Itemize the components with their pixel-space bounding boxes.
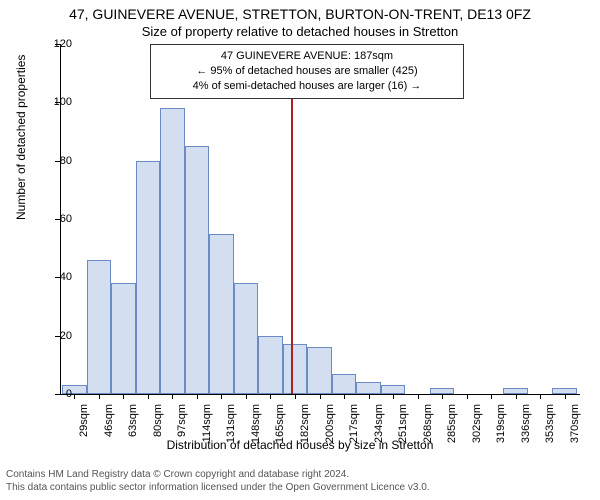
x-tick-label: 46sqm	[103, 404, 115, 437]
x-tick	[565, 394, 566, 399]
histogram-bar	[160, 108, 185, 394]
x-tick-label: 114sqm	[201, 404, 213, 442]
x-tick	[344, 394, 345, 399]
info-box: 47 GUINEVERE AVENUE: 187sqm ← 95% of det…	[150, 44, 464, 99]
histogram-bar	[283, 344, 308, 394]
y-tick-label: 80	[32, 155, 72, 167]
footer-line: This data contains public sector informa…	[6, 481, 594, 494]
histogram-bar	[332, 374, 357, 394]
histogram-bar	[209, 234, 234, 394]
y-tick-label: 40	[32, 271, 72, 283]
info-line: 4% of semi-detached houses are larger (1…	[157, 79, 457, 94]
histogram-bar	[87, 260, 112, 394]
x-tick	[540, 394, 541, 399]
chart-container: 47, GUINEVERE AVENUE, STRETTON, BURTON-O…	[0, 0, 600, 500]
y-tick-label: 100	[32, 96, 72, 108]
histogram-bar	[111, 283, 136, 394]
histogram-bar	[307, 347, 332, 394]
x-tick	[295, 394, 296, 399]
title-subtitle: Size of property relative to detached ho…	[0, 24, 600, 39]
y-tick-label: 60	[32, 213, 72, 225]
x-tick	[221, 394, 222, 399]
y-tick-label: 20	[32, 330, 72, 342]
x-tick	[491, 394, 492, 399]
footer: Contains HM Land Registry data © Crown c…	[6, 468, 594, 494]
x-tick	[246, 394, 247, 399]
footer-line: Contains HM Land Registry data © Crown c…	[6, 468, 594, 481]
x-tick	[74, 394, 75, 399]
x-tick	[467, 394, 468, 399]
x-tick	[123, 394, 124, 399]
info-line: 47 GUINEVERE AVENUE: 187sqm	[157, 49, 457, 64]
x-tick	[270, 394, 271, 399]
y-tick-label: 120	[32, 38, 72, 50]
y-tick-label: 0	[32, 388, 72, 400]
x-tick	[148, 394, 149, 399]
x-tick	[99, 394, 100, 399]
histogram-bar	[381, 385, 406, 394]
x-tick	[369, 394, 370, 399]
x-tick	[442, 394, 443, 399]
x-tick-label: 97sqm	[176, 404, 188, 437]
x-tick-label: 29sqm	[78, 404, 90, 437]
histogram-bar	[258, 336, 283, 394]
y-axis-label: Number of detached properties	[14, 55, 28, 220]
x-tick	[393, 394, 394, 399]
x-tick	[516, 394, 517, 399]
histogram-bar	[356, 382, 381, 394]
x-axis-label: Distribution of detached houses by size …	[0, 438, 600, 452]
x-tick	[418, 394, 419, 399]
info-line: ← 95% of detached houses are smaller (42…	[157, 64, 457, 79]
histogram-bar	[185, 146, 210, 394]
title-address: 47, GUINEVERE AVENUE, STRETTON, BURTON-O…	[0, 6, 600, 22]
histogram-bar	[136, 161, 161, 394]
x-tick-label: 63sqm	[127, 404, 139, 437]
histogram-bar	[234, 283, 259, 394]
x-tick-label: 80sqm	[152, 404, 164, 437]
x-tick	[172, 394, 173, 399]
x-tick	[197, 394, 198, 399]
x-tick	[320, 394, 321, 399]
